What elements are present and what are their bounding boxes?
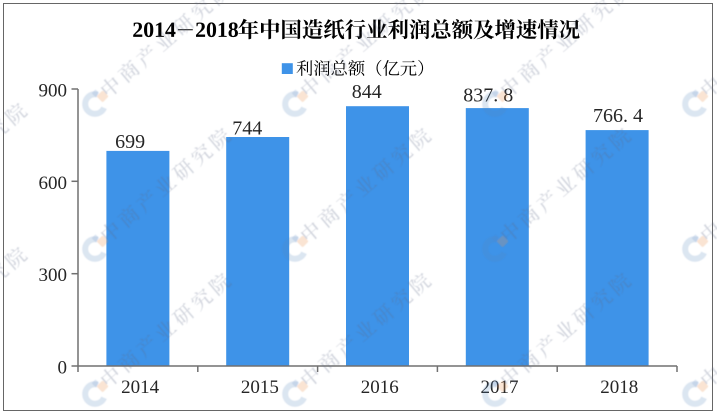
svg-text:699: 699 (115, 131, 145, 153)
svg-text:2014: 2014 (121, 377, 160, 398)
svg-text:766. 4: 766. 4 (593, 105, 643, 127)
svg-text:2015: 2015 (241, 377, 279, 398)
svg-text:844: 844 (352, 81, 382, 103)
svg-text:744: 744 (232, 118, 262, 140)
svg-text:2018: 2018 (600, 377, 638, 398)
svg-text:2016: 2016 (361, 377, 399, 398)
svg-text:300: 300 (39, 265, 68, 286)
svg-text:900: 900 (39, 81, 68, 102)
svg-text:600: 600 (39, 173, 68, 194)
svg-text:0: 0 (58, 358, 68, 379)
